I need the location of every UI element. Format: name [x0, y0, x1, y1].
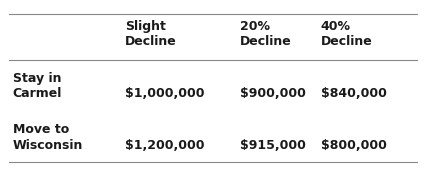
Text: $840,000: $840,000: [321, 87, 387, 100]
Text: 40%
Decline: 40% Decline: [321, 20, 373, 48]
Text: $900,000: $900,000: [240, 87, 306, 100]
Text: $1,000,000: $1,000,000: [125, 87, 205, 100]
Text: $800,000: $800,000: [321, 139, 387, 152]
Text: 20%
Decline: 20% Decline: [240, 20, 292, 48]
Text: Stay in
Carmel: Stay in Carmel: [13, 72, 62, 100]
Text: Slight
Decline: Slight Decline: [125, 20, 177, 48]
Text: Move to
Wisconsin: Move to Wisconsin: [13, 123, 83, 152]
Text: $915,000: $915,000: [240, 139, 306, 152]
Text: $1,200,000: $1,200,000: [125, 139, 205, 152]
